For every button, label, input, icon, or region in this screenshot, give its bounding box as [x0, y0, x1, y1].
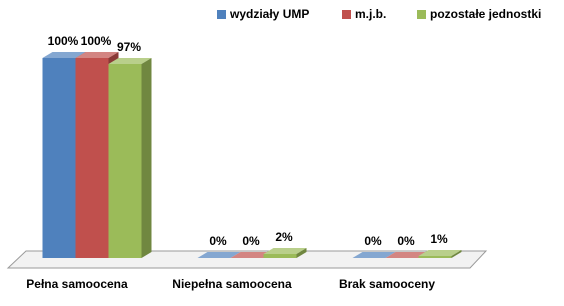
legend-label: pozostałe jednostki [430, 7, 541, 21]
bar-side [296, 248, 307, 258]
bar-top [42, 52, 86, 58]
value-label: 0% [209, 234, 227, 248]
bar [42, 58, 76, 258]
value-label: 1% [430, 232, 448, 246]
value-label: 100% [81, 34, 112, 48]
bar-top [263, 248, 307, 254]
value-label: 0% [397, 234, 415, 248]
legend-label: wydziały UMP [229, 7, 309, 21]
bar-top [352, 252, 396, 258]
x-tick-label: Pełna samoocena [26, 277, 128, 291]
x-tick-label: Brak samooceny [339, 277, 435, 291]
bar-top [418, 250, 462, 256]
value-label: 100% [48, 34, 79, 48]
bar [263, 254, 297, 258]
bar [418, 256, 452, 258]
value-label: 2% [275, 230, 293, 244]
bar-top [385, 252, 429, 258]
value-label: 0% [364, 234, 382, 248]
legend-swatch [342, 10, 351, 19]
bar-side [451, 250, 462, 258]
bar-top [108, 58, 152, 64]
legend-label: m.j.b. [355, 7, 386, 21]
value-label: 97% [117, 40, 141, 54]
value-label: 0% [242, 234, 260, 248]
bar [108, 64, 142, 258]
bar-side [141, 58, 152, 258]
bar [75, 58, 109, 258]
bar-top [197, 252, 241, 258]
bar-top [230, 252, 274, 258]
legend-swatch [417, 10, 426, 19]
bar-top [75, 52, 119, 58]
x-tick-label: Niepełna samoocena [172, 277, 292, 291]
legend-swatch [217, 10, 226, 19]
